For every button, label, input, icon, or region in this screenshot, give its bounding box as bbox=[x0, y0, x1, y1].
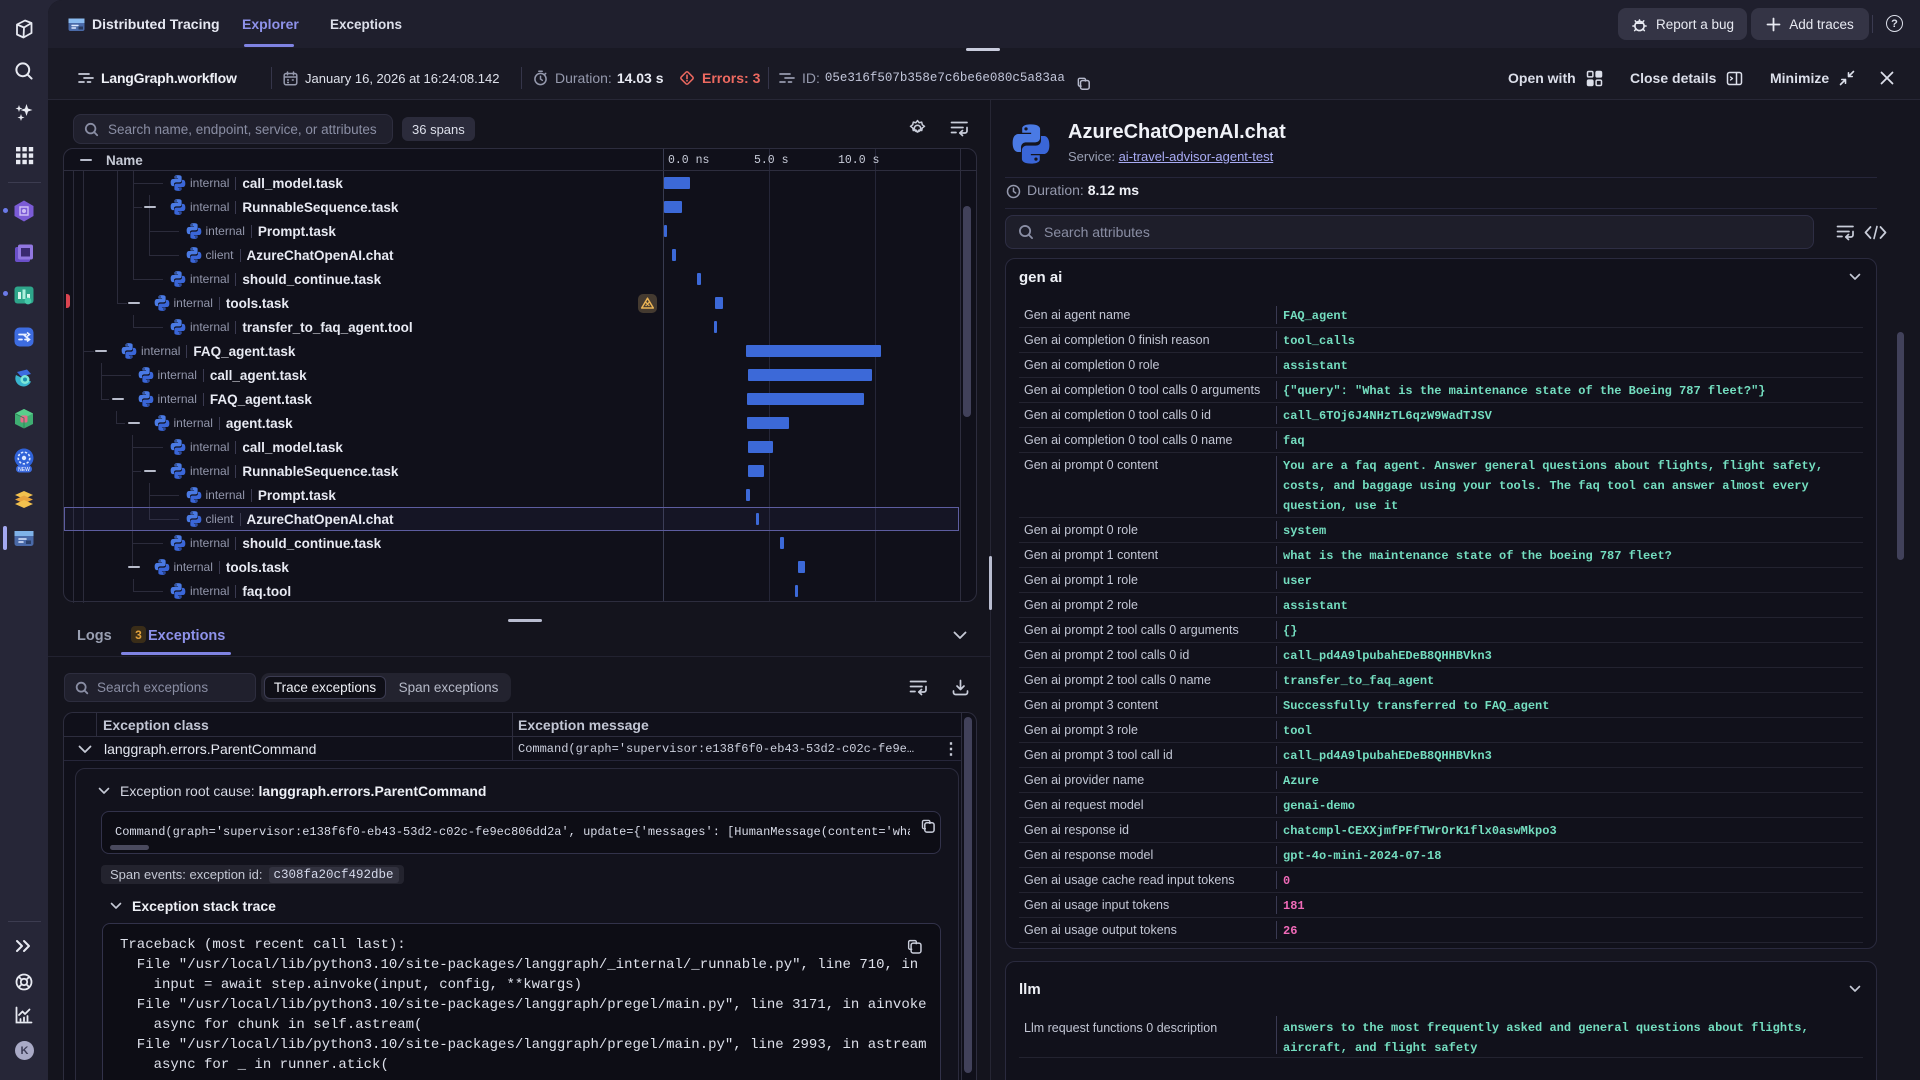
svg-text:NEW: NEW bbox=[18, 467, 30, 473]
